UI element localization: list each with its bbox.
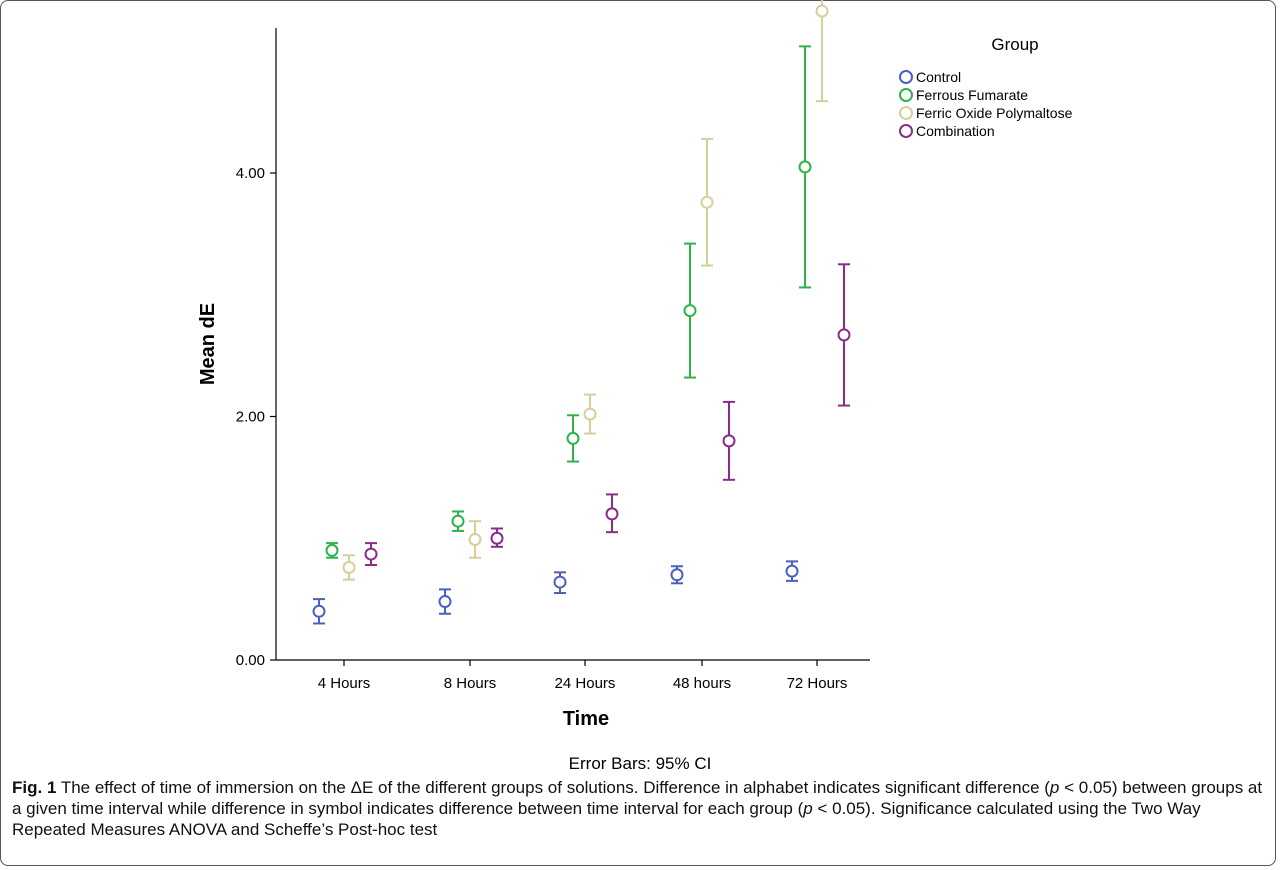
legend-label-ferrous-fumarate: Ferrous Fumarate (916, 87, 1028, 103)
mean-point-control (553, 575, 567, 589)
legend-marker-combination (899, 124, 913, 138)
x-tick-label: 48 hours (673, 675, 731, 692)
mean-point-ferrous-fumarate (798, 160, 812, 174)
mean-point-ferric-oxide-polymaltose (342, 560, 356, 574)
mean-point-ferrous-fumarate (451, 514, 465, 528)
legend-marker-control (899, 70, 913, 84)
legend: Group Control Ferrous Fumarate Ferric Oxid… (899, 35, 1073, 139)
mean-point-combination (364, 547, 378, 561)
mean-point-control (438, 595, 452, 609)
legend-label-combination: Combination (916, 123, 995, 139)
caption-p-1: p (1049, 778, 1060, 797)
mean-point-ferrous-fumarate (683, 304, 697, 318)
error-bar-note: Error Bars: 95% CI (569, 754, 712, 773)
mean-point-ferric-oxide-polymaltose (468, 532, 482, 546)
legend-title: Group (991, 35, 1038, 54)
data-marks (312, 0, 851, 625)
caption-text-3: < 0.05). Significance calculated using t… (12, 799, 1201, 839)
caption-text-2: < 0.05) between groups at a given time i… (12, 778, 1263, 818)
chart-axes (275, 28, 870, 661)
y-axis-label: Mean dE (197, 303, 219, 385)
mean-point-control (785, 564, 799, 578)
mean-point-combination (722, 434, 736, 448)
legend-marker-ferric-oxide-polymaltose (899, 106, 913, 120)
legend-label-ferric-oxide-polymaltose: Ferric Oxide Polymaltose (916, 105, 1073, 121)
mean-point-control (670, 568, 684, 582)
mean-point-ferrous-fumarate (566, 431, 580, 445)
figure-caption: Fig. 1 The effect of time of immersion o… (12, 777, 1267, 840)
caption-p-2: p (803, 799, 813, 818)
x-tick-label: 4 Hours (318, 675, 371, 692)
mean-point-ferric-oxide-polymaltose (583, 407, 597, 421)
mean-point-combination (490, 531, 504, 545)
x-tick-label: 72 Hours (787, 675, 848, 692)
mean-point-control (312, 604, 326, 618)
caption-text-1: The effect of time of immersion on the Δ… (56, 778, 1050, 797)
mean-point-combination (837, 328, 851, 342)
figure-label: Fig. 1 (12, 778, 57, 797)
mean-point-ferrous-fumarate (325, 543, 339, 557)
mean-point-ferric-oxide-polymaltose (700, 195, 714, 209)
x-axis-label: Time (563, 708, 609, 730)
y-tick-label: 0.00 (236, 652, 265, 669)
legend-label-control: Control (916, 69, 961, 85)
x-tick-label: 24 Hours (555, 675, 616, 692)
y-ticks: 0.002.004.006.00 (236, 165, 276, 669)
x-tick-label: 8 Hours (444, 675, 497, 692)
mean-point-ferric-oxide-polymaltose (815, 4, 829, 18)
y-tick-label: 4.00 (236, 165, 265, 182)
x-ticks: 4 Hours 8 Hours 24 Hours 48 hours 72 Hours (318, 660, 848, 692)
legend-marker-ferrous-fumarate (899, 88, 913, 102)
mean-point-combination (605, 507, 619, 521)
y-tick-label: 2.00 (236, 409, 265, 426)
